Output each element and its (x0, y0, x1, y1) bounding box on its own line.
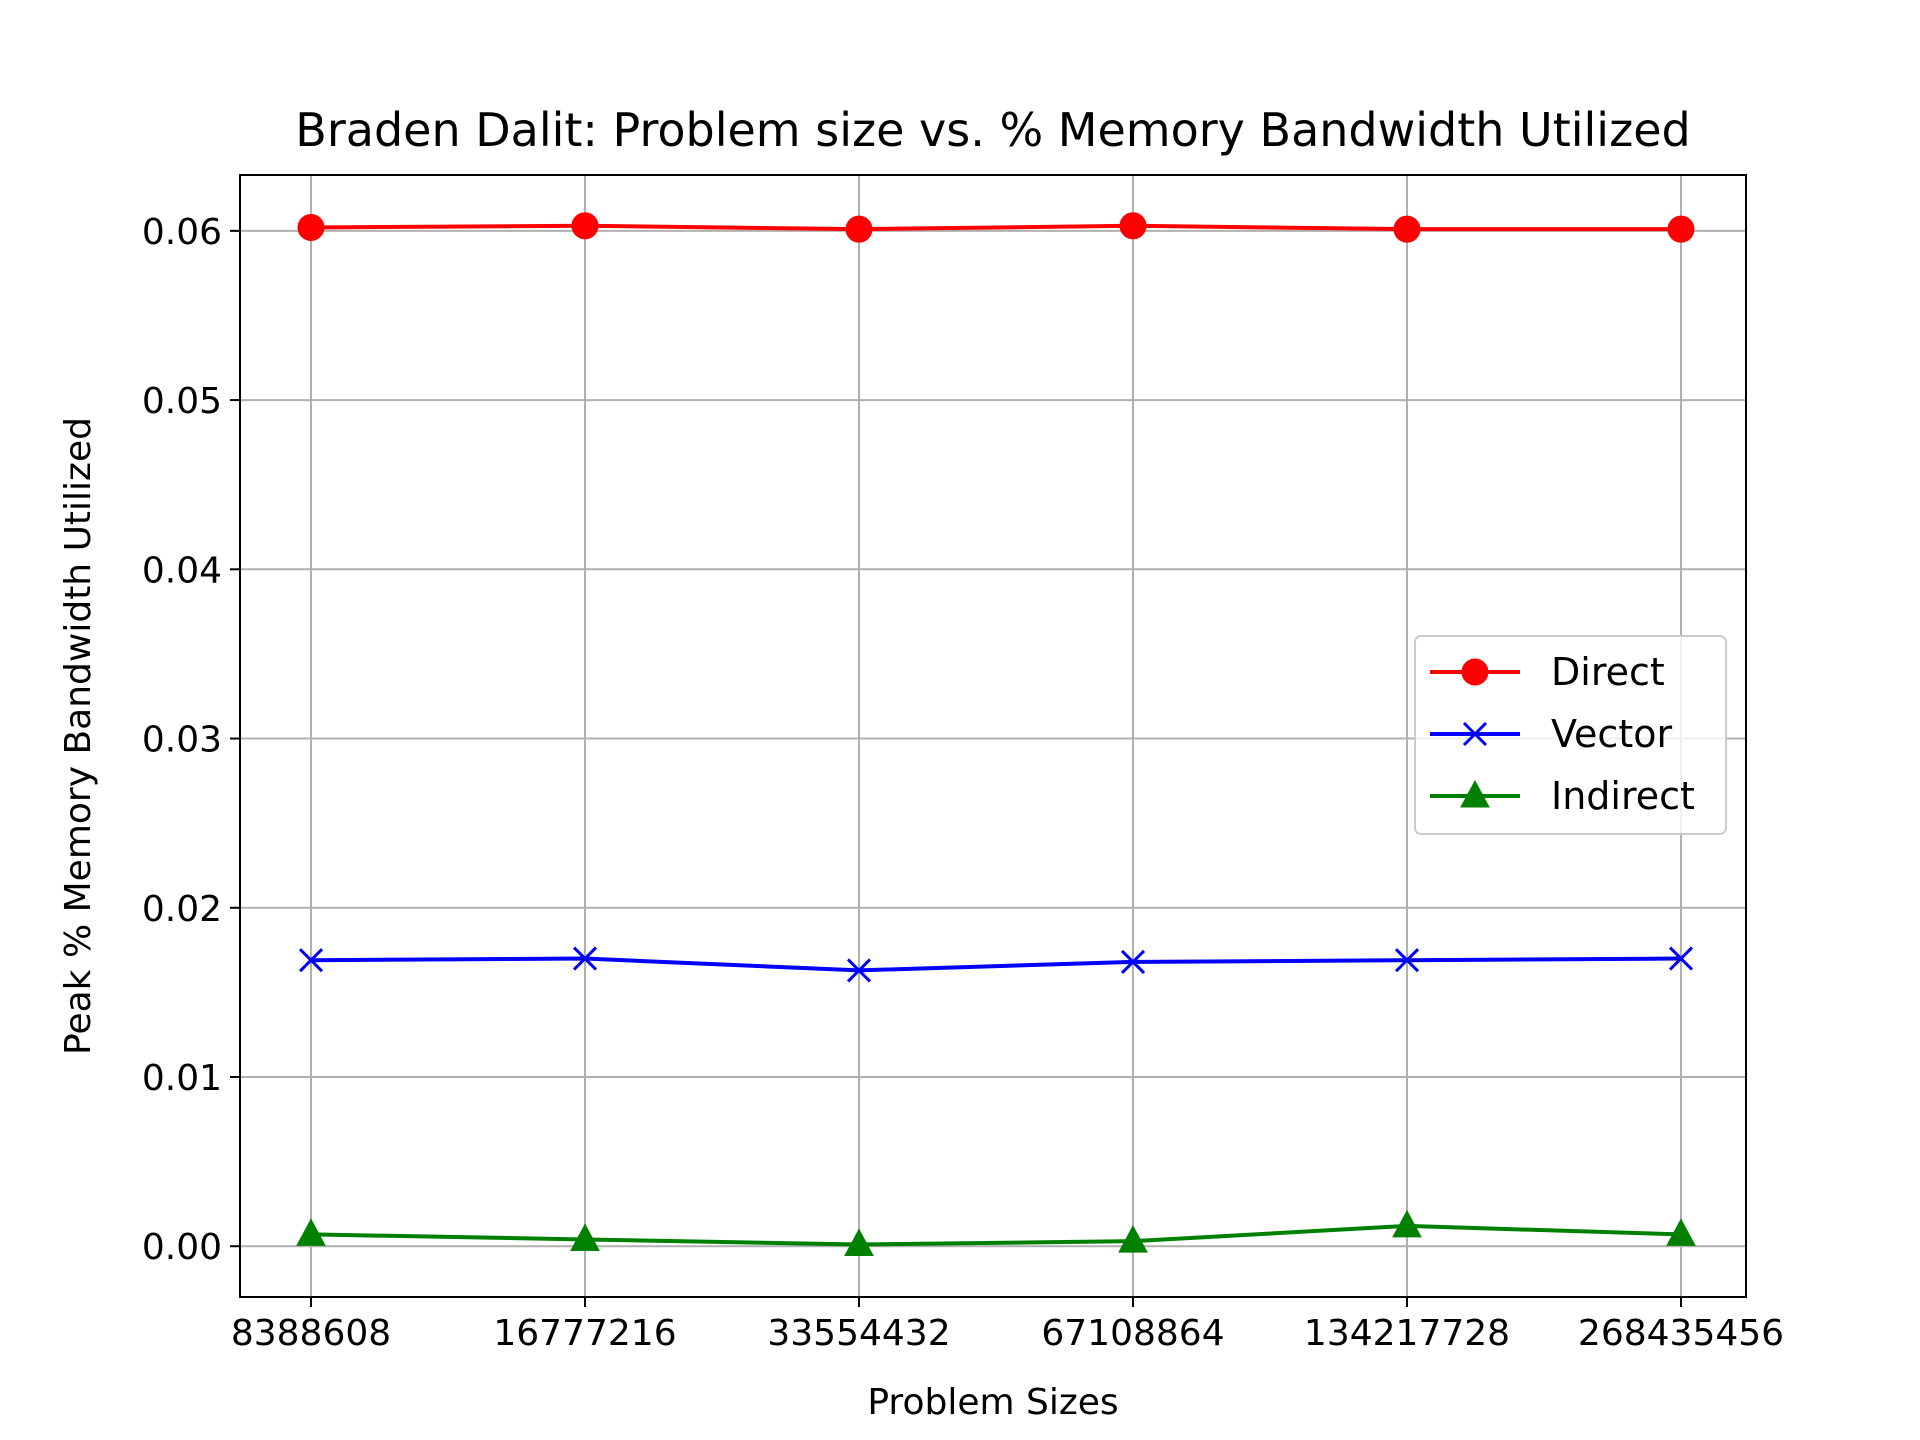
series-layer (296, 212, 1696, 1257)
x-axis-title: Problem Sizes (867, 1382, 1118, 1423)
x-tick-label: 268435456 (1578, 1313, 1784, 1354)
vector-point (846, 958, 872, 983)
y-axis-ticks: 0.00 0.01 0.02 0.03 0.04 0.05 0.06 (142, 212, 240, 1268)
direct-point (1119, 212, 1147, 240)
legend-marker-indirect (1460, 779, 1490, 808)
series-direct (297, 212, 1695, 243)
vector-point (1668, 946, 1694, 971)
vector-line (310, 956, 1682, 973)
legend-item-indirect: Indirect (1430, 774, 1695, 818)
y-tick-label: 0.00 (142, 1227, 222, 1268)
indirect-point (570, 1223, 600, 1251)
series-indirect (296, 1209, 1696, 1257)
indirect-point (844, 1228, 874, 1257)
direct-point (845, 215, 873, 243)
vector-point-stroke (846, 958, 872, 983)
y-tick-label: 0.05 (142, 381, 222, 422)
vector-point-stroke (1668, 946, 1694, 971)
indirect-point (1392, 1209, 1422, 1238)
chart-title: Braden Dalit: Problem size vs. % Memory … (295, 103, 1690, 157)
direct-point (1393, 215, 1421, 243)
vector-point (572, 946, 598, 971)
direct-point (297, 213, 325, 241)
y-axis-title: Peak % Memory Bandwidth Utilized (58, 417, 99, 1055)
y-tick-label: 0.04 (142, 550, 222, 591)
legend: Direct Vector Indirect (1414, 635, 1727, 835)
y-tick-label: 0.06 (142, 212, 222, 253)
vector-point-stroke (298, 948, 324, 973)
indirect-point (1666, 1218, 1696, 1246)
y-tick-label: 0.02 (142, 889, 222, 930)
legend-label-vector: Vector (1551, 712, 1672, 756)
legend-marker-vector (1462, 721, 1488, 747)
legend-item-vector: Vector (1430, 712, 1672, 756)
x-tick-label: 134217728 (1304, 1313, 1510, 1354)
indirect-point (296, 1218, 326, 1246)
x-tick-label: 16777216 (493, 1313, 676, 1354)
legend-marker-direct (1461, 658, 1489, 686)
x-tick-label: 8388608 (231, 1313, 391, 1354)
x-axis-ticks: 8388608 16777216 33554432 67108864 134217728… (231, 1297, 1784, 1354)
y-tick-label: 0.01 (142, 1058, 222, 1099)
vector-point (1120, 949, 1146, 974)
vector-point-stroke (572, 946, 598, 971)
vector-point-stroke (1394, 948, 1420, 973)
legend-marker-vector-stroke (1462, 721, 1488, 747)
y-tick-label: 0.03 (142, 720, 222, 761)
x-tick-label: 33554432 (767, 1313, 950, 1354)
series-vector (298, 946, 1694, 983)
direct-point (1667, 215, 1695, 243)
legend-box (1414, 635, 1727, 835)
legend-label-indirect: Indirect (1551, 774, 1695, 818)
direct-line (310, 223, 1681, 232)
x-tick-label: 67108864 (1041, 1313, 1224, 1354)
legend-item-direct: Direct (1430, 650, 1665, 694)
vector-point (1394, 948, 1420, 973)
plot-frame (239, 174, 1747, 1298)
indirect-point (1118, 1225, 1148, 1253)
indirect-line (310, 1223, 1682, 1247)
vector-point-stroke (1120, 949, 1146, 974)
direct-point (571, 212, 599, 240)
vector-point (298, 948, 324, 973)
legend-label-direct: Direct (1551, 650, 1665, 694)
